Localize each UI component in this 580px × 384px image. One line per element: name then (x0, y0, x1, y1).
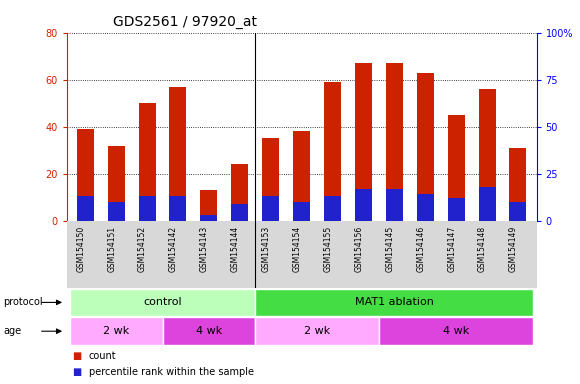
Bar (355, 63, 372, 221)
Text: GSM154144: GSM154144 (231, 226, 240, 272)
Bar (200, 215, 218, 221)
Bar (169, 87, 186, 221)
Text: percentile rank within the sample: percentile rank within the sample (89, 366, 253, 377)
Text: GSM154156: GSM154156 (354, 226, 364, 272)
Bar (162, 317, 255, 345)
Text: GSM154146: GSM154146 (416, 226, 425, 272)
Bar (379, 317, 534, 345)
Text: GSM154147: GSM154147 (447, 226, 456, 272)
Text: GSM154143: GSM154143 (200, 226, 209, 272)
Text: age: age (3, 326, 21, 336)
Bar (509, 148, 527, 221)
Bar (200, 190, 218, 221)
Bar (70, 289, 255, 316)
Text: GSM154145: GSM154145 (385, 226, 394, 272)
Bar (417, 73, 434, 221)
Bar (478, 187, 495, 221)
Text: count: count (89, 351, 117, 361)
Bar (231, 164, 248, 221)
Text: MAT1 ablation: MAT1 ablation (355, 297, 434, 308)
Bar (509, 202, 527, 221)
Text: GSM154155: GSM154155 (324, 226, 332, 272)
Text: ■: ■ (72, 351, 82, 361)
Bar (77, 129, 94, 221)
Text: 2 wk: 2 wk (304, 326, 330, 336)
Bar (77, 196, 94, 221)
Bar (478, 89, 495, 221)
Bar (108, 146, 125, 221)
Text: GSM154154: GSM154154 (292, 226, 302, 272)
Bar (293, 202, 310, 221)
Bar (293, 131, 310, 221)
Text: 2 wk: 2 wk (103, 326, 129, 336)
Bar (262, 196, 279, 221)
Text: protocol: protocol (3, 297, 42, 308)
Text: GSM154148: GSM154148 (478, 226, 487, 272)
Bar (255, 317, 379, 345)
Text: GSM154153: GSM154153 (262, 226, 271, 272)
Bar (324, 196, 341, 221)
Text: GSM154142: GSM154142 (169, 226, 178, 272)
Bar (231, 204, 248, 221)
Text: control: control (143, 297, 182, 308)
Bar (262, 139, 279, 221)
Text: GDS2561 / 97920_at: GDS2561 / 97920_at (113, 15, 257, 29)
Text: GSM154152: GSM154152 (138, 226, 147, 272)
Bar (139, 196, 155, 221)
Bar (386, 63, 403, 221)
Bar (139, 103, 155, 221)
Text: 4 wk: 4 wk (443, 326, 469, 336)
Bar (108, 202, 125, 221)
Text: GSM154149: GSM154149 (509, 226, 518, 272)
Text: ■: ■ (72, 366, 82, 377)
Bar (448, 198, 465, 221)
Bar (448, 115, 465, 221)
Text: GSM154151: GSM154151 (107, 226, 116, 272)
Bar (70, 317, 162, 345)
Bar (169, 196, 186, 221)
Text: GSM154150: GSM154150 (76, 226, 85, 272)
Bar (417, 194, 434, 221)
Bar (386, 189, 403, 221)
Text: 4 wk: 4 wk (196, 326, 222, 336)
Bar (355, 189, 372, 221)
Bar (324, 82, 341, 221)
Bar (255, 289, 534, 316)
